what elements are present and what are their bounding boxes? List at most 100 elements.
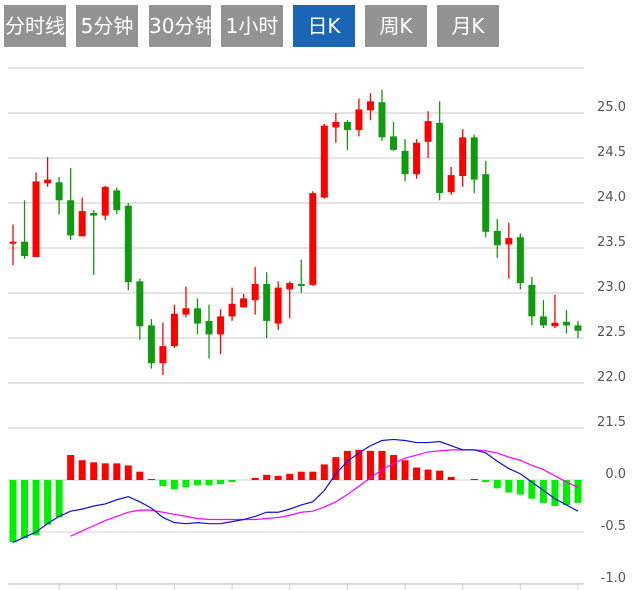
candle-body [286, 283, 294, 290]
candle-body [44, 179, 52, 184]
candle [297, 259, 305, 293]
candle [332, 113, 340, 143]
macd-histogram-bar [493, 480, 501, 489]
candle [447, 167, 455, 195]
candle-body [217, 316, 225, 335]
tab-timeshare[interactable]: 分时线 [4, 5, 66, 47]
candle-body [309, 193, 317, 285]
macd-histogram-bar [436, 470, 444, 480]
macd-histogram-bar [528, 480, 536, 499]
tab-monthly-k[interactable]: 月K [437, 5, 499, 47]
candle-body [32, 181, 40, 257]
candle [32, 172, 40, 257]
macd-histogram-bar [32, 480, 40, 536]
candle [493, 219, 501, 258]
macd-histogram-bar [505, 480, 513, 493]
macd-histogram-bar [447, 476, 455, 480]
candle [228, 287, 236, 321]
dea-line [70, 449, 579, 537]
price-axis-label: 24.5 [597, 145, 626, 160]
candle-body [470, 137, 478, 180]
macd-histogram-bar [101, 463, 109, 480]
candle [424, 111, 432, 158]
candle-body [493, 230, 501, 246]
candle-body [528, 284, 536, 317]
candle [113, 187, 121, 214]
macd-histogram-bar [482, 480, 490, 483]
macd-histogram-bar [332, 457, 340, 480]
tab-5min[interactable]: 5分钟 [76, 5, 138, 47]
candle [9, 224, 17, 266]
candle [505, 222, 513, 279]
candle-body [574, 325, 582, 331]
candle-body [447, 175, 455, 193]
macd-histogram-bar [286, 473, 294, 480]
candle-body [9, 241, 17, 244]
candle-body [78, 211, 86, 237]
candle [124, 203, 132, 291]
candle [55, 176, 63, 215]
macd-axis-label: -0.5 [601, 519, 626, 534]
candle [286, 281, 294, 319]
candle-body [136, 281, 144, 327]
candle-body [251, 284, 259, 301]
tab-30min[interactable]: 30分钟 [149, 5, 211, 47]
candle-body [413, 142, 421, 175]
macd-panel [9, 438, 582, 543]
candle [390, 122, 398, 151]
macd-histogram-bar [21, 480, 29, 539]
candle-body [274, 287, 282, 324]
candle [193, 298, 201, 335]
macd-histogram-bar [470, 478, 478, 480]
tab-weekly-k[interactable]: 周K [365, 5, 427, 47]
candle-body [240, 298, 248, 308]
tab-daily-k[interactable]: 日K [293, 5, 355, 47]
candle [378, 89, 386, 141]
candle [159, 322, 167, 375]
axis-labels: 25.0 24.5 24.0 23.5 23.0 22.5 22.0 21.5 0.0 -0.5 -… [597, 100, 626, 586]
candle-body [401, 150, 409, 175]
candle [205, 304, 213, 359]
price-axis-label: 23.0 [597, 280, 626, 295]
candle-body [320, 125, 328, 198]
macd-histogram-bar [562, 480, 570, 505]
candle-body [482, 174, 490, 232]
macd-axis-label: 0.0 [605, 467, 626, 482]
candle [436, 101, 444, 201]
candle-body [332, 122, 340, 128]
macd-histogram-bar [124, 465, 132, 480]
price-axis-label: 24.0 [597, 190, 626, 205]
macd-axis-label: -1.0 [601, 571, 626, 586]
macd-histogram-bar [55, 480, 63, 518]
candle [170, 304, 178, 348]
candle-body [193, 308, 201, 324]
candle-body [147, 325, 155, 364]
macd-histogram-bar [539, 480, 547, 503]
macd-histogram-bar [67, 455, 75, 480]
candle [309, 191, 317, 286]
macd-histogram-bar [424, 469, 432, 480]
price-axis-label: 21.5 [597, 415, 626, 430]
tab-1hour[interactable]: 1小时 [221, 5, 283, 47]
candle [274, 281, 282, 330]
candle [78, 197, 86, 237]
candle-body [516, 237, 524, 284]
macd-histogram-bar [378, 450, 386, 480]
candle-body [424, 121, 432, 142]
candle-body [551, 322, 559, 327]
candle [320, 123, 328, 199]
macd-histogram-bar [182, 480, 190, 488]
macd-histogram-bar [159, 480, 167, 487]
candle [401, 139, 409, 182]
candle-body [113, 190, 121, 211]
candle [366, 93, 374, 121]
candle-body [21, 241, 29, 257]
candle [470, 134, 478, 194]
candle [482, 160, 490, 238]
macd-histogram-bar [205, 480, 213, 486]
candle-body [378, 102, 386, 138]
candle-body [366, 101, 374, 111]
price-axis-label: 23.5 [597, 235, 626, 250]
candle-body [90, 212, 98, 216]
